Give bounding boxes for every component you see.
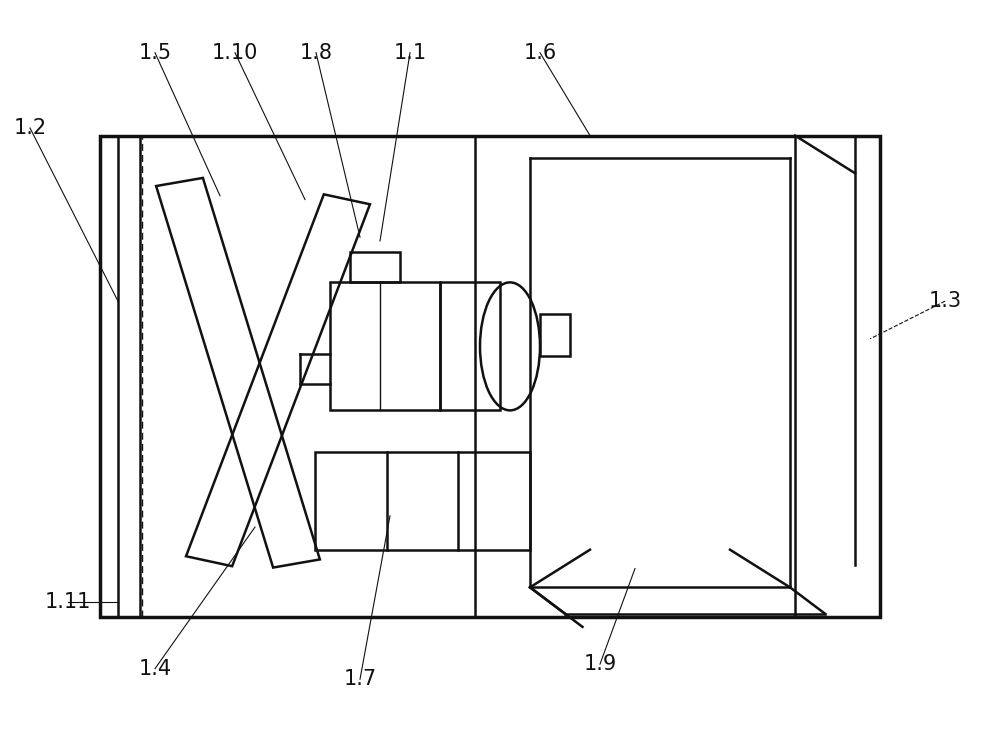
Bar bbox=[100, 136, 880, 617]
Bar bbox=[118, 136, 140, 617]
Text: 1.5: 1.5 bbox=[138, 43, 172, 62]
Text: 1.11: 1.11 bbox=[45, 593, 91, 612]
Text: 1.3: 1.3 bbox=[928, 291, 962, 311]
Text: 1.4: 1.4 bbox=[138, 659, 172, 678]
Text: 1.10: 1.10 bbox=[212, 43, 258, 62]
Text: 1.7: 1.7 bbox=[343, 669, 377, 689]
Bar bbox=[440, 282, 500, 410]
Bar bbox=[315, 452, 530, 550]
Bar bbox=[350, 252, 400, 282]
Text: 1.8: 1.8 bbox=[300, 43, 332, 62]
Bar bbox=[330, 282, 440, 410]
Text: 1.9: 1.9 bbox=[583, 654, 617, 674]
Text: 1.1: 1.1 bbox=[393, 43, 427, 62]
Text: 1.2: 1.2 bbox=[13, 118, 47, 138]
Text: 1.6: 1.6 bbox=[523, 43, 557, 62]
Bar bbox=[540, 315, 570, 356]
